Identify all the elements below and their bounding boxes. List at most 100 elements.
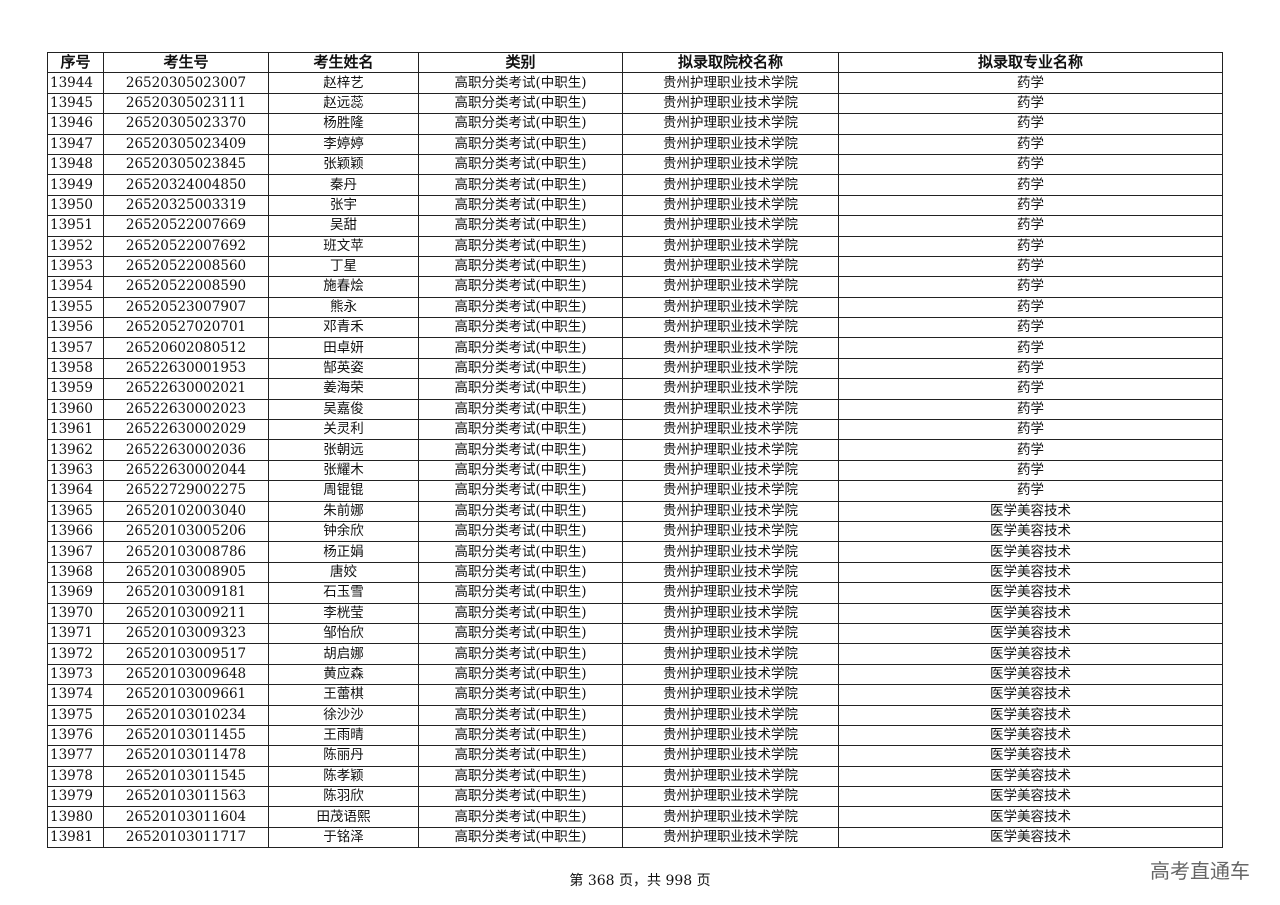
cell-school: 贵州护理职业技术学院 [622,153,839,176]
cell-major: 药学 [838,133,1223,155]
cell-major: 药学 [838,215,1223,237]
cell-exam-id: 26520522007692 [103,235,269,257]
cell-school: 贵州护理职业技术学院 [622,357,839,380]
cell-seq: 13951 [47,215,104,237]
cell-seq: 13969 [47,582,104,604]
cell-major: 药学 [838,276,1223,298]
cell-seq: 13947 [47,133,104,155]
cell-category: 高职分类考试(中职生) [418,582,623,604]
cell-exam-id: 26522630002036 [103,439,269,461]
cell-school: 贵州护理职业技术学院 [622,194,839,217]
table-row: 13947 26520305023409 李婷婷 高职分类考试(中职生) 贵州护理职业技… [47,133,1223,155]
cell-school: 贵州护理职业技术学院 [622,520,839,543]
cell-category: 高职分类考试(中职生) [418,255,623,278]
table-row: 13973 26520103009648 黄应森 高职分类考试(中职生) 贵州护理职业技… [47,663,1223,686]
cell-category: 高职分类考试(中职生) [418,72,623,94]
cell-category: 高职分类考试(中职生) [418,357,623,380]
cell-exam-id: 26520527020701 [103,317,269,339]
cell-school: 贵州护理职业技术学院 [622,337,839,359]
table-row: 13979 26520103011563 陈羽欣 高职分类考试(中职生) 贵州护理职业技… [47,786,1223,808]
cell-major: 药学 [838,153,1223,176]
cell-school: 贵州护理职业技术学院 [622,419,839,441]
cell-name: 丁星 [268,255,419,278]
table-row: 13978 26520103011545 陈孝颖 高职分类考试(中职生) 贵州护理职业技… [47,765,1223,788]
cell-school: 贵州护理职业技术学院 [622,133,839,155]
cell-school: 贵州护理职业技术学院 [622,786,839,808]
cell-seq: 13959 [47,378,104,400]
cell-school: 贵州护理职业技术学院 [622,174,839,196]
cell-school: 贵州护理职业技术学院 [622,317,839,339]
cell-category: 高职分类考试(中职生) [418,806,623,828]
cell-school: 贵州护理职业技术学院 [622,378,839,400]
table-row: 13981 26520103011717 于铭泽 高职分类考试(中职生) 贵州护理职业技… [47,826,1223,849]
cell-name: 杨胜隆 [268,113,419,135]
cell-name: 于铭泽 [268,826,419,849]
cell-exam-id: 26520103005206 [103,520,269,543]
cell-exam-id: 26522630002029 [103,419,269,441]
cell-exam-id: 26520103009181 [103,582,269,604]
cell-school: 贵州护理职业技术学院 [622,582,839,604]
cell-school: 贵州护理职业技术学院 [622,296,839,319]
table-row: 13959 26522630002021 姜海荣 高职分类考试(中职生) 贵州护理职业技… [47,378,1223,400]
cell-major: 医学美容技术 [838,826,1223,849]
cell-school: 贵州护理职业技术学院 [622,724,839,747]
cell-major: 药学 [838,337,1223,359]
cell-category: 高职分类考试(中职生) [418,602,623,624]
table-row: 13960 26522630002023 吴嘉俊 高职分类考试(中职生) 贵州护理职业技… [47,398,1223,421]
cell-category: 高职分类考试(中职生) [418,663,623,686]
cell-seq: 13945 [47,92,104,115]
cell-exam-id: 26520103011717 [103,826,269,849]
cell-exam-id: 26520305023370 [103,113,269,135]
cell-school: 贵州护理职业技术学院 [622,92,839,115]
cell-name: 关灵利 [268,419,419,441]
brand-watermark: 高考直通车 [1150,859,1250,883]
cell-school: 贵州护理职业技术学院 [622,745,839,767]
cell-school: 贵州护理职业技术学院 [622,561,839,584]
cell-seq: 13956 [47,317,104,339]
cell-name: 班文苹 [268,235,419,257]
cell-name: 秦丹 [268,174,419,196]
cell-school: 贵州护理职业技术学院 [622,541,839,563]
cell-exam-id: 26520305023007 [103,72,269,94]
cell-name: 田卓妍 [268,337,419,359]
cell-category: 高职分类考试(中职生) [418,113,623,135]
cell-category: 高职分类考试(中职生) [418,398,623,421]
cell-exam-id: 26520305023845 [103,153,269,176]
cell-seq: 13977 [47,745,104,767]
table-row: 13951 26520522007669 吴甜 高职分类考试(中职生) 贵州护理职业技术… [47,215,1223,237]
cell-category: 高职分类考试(中职生) [418,826,623,849]
cell-name: 吴嘉俊 [268,398,419,421]
cell-name: 李桄莹 [268,602,419,624]
cell-exam-id: 26520522008560 [103,255,269,278]
cell-major: 医学美容技术 [838,622,1223,645]
cell-seq: 13958 [47,357,104,380]
cell-category: 高职分类考试(中职生) [418,235,623,257]
cell-seq: 13970 [47,602,104,624]
table-row: 13975 26520103010234 徐沙沙 高职分类考试(中职生) 贵州护理职业技… [47,704,1223,726]
table-row: 13944 26520305023007 赵梓艺 高职分类考试(中职生) 贵州护理职业技… [47,72,1223,94]
cell-category: 高职分类考试(中职生) [418,765,623,788]
cell-school: 贵州护理职业技术学院 [622,643,839,665]
cell-major: 药学 [838,92,1223,115]
table-row: 13971 26520103009323 邹怡欣 高职分类考试(中职生) 贵州护理职业技… [47,622,1223,645]
table-row: 13962 26522630002036 张朝远 高职分类考试(中职生) 贵州护理职业技… [47,439,1223,461]
cell-exam-id: 26520103008786 [103,541,269,563]
cell-major: 药学 [838,357,1223,380]
cell-category: 高职分类考试(中职生) [418,786,623,808]
cell-seq: 13971 [47,622,104,645]
cell-major: 医学美容技术 [838,704,1223,726]
cell-major: 医学美容技术 [838,684,1223,706]
cell-seq: 13952 [47,235,104,257]
cell-name: 邓青禾 [268,317,419,339]
cell-exam-id: 26520103009648 [103,663,269,686]
cell-school: 贵州护理职业技术学院 [622,684,839,706]
cell-school: 贵州护理职业技术学院 [622,439,839,461]
table-row: 13974 26520103009661 王蕾棋 高职分类考试(中职生) 贵州护理职业技… [47,684,1223,706]
cell-major: 医学美容技术 [838,724,1223,747]
header-school: 拟录取院校名称 [622,51,839,74]
cell-seq: 13980 [47,806,104,828]
cell-exam-id: 26522630002021 [103,378,269,400]
cell-exam-id: 26520103009517 [103,643,269,665]
cell-name: 熊永 [268,296,419,319]
cell-exam-id: 26520102003040 [103,500,269,522]
